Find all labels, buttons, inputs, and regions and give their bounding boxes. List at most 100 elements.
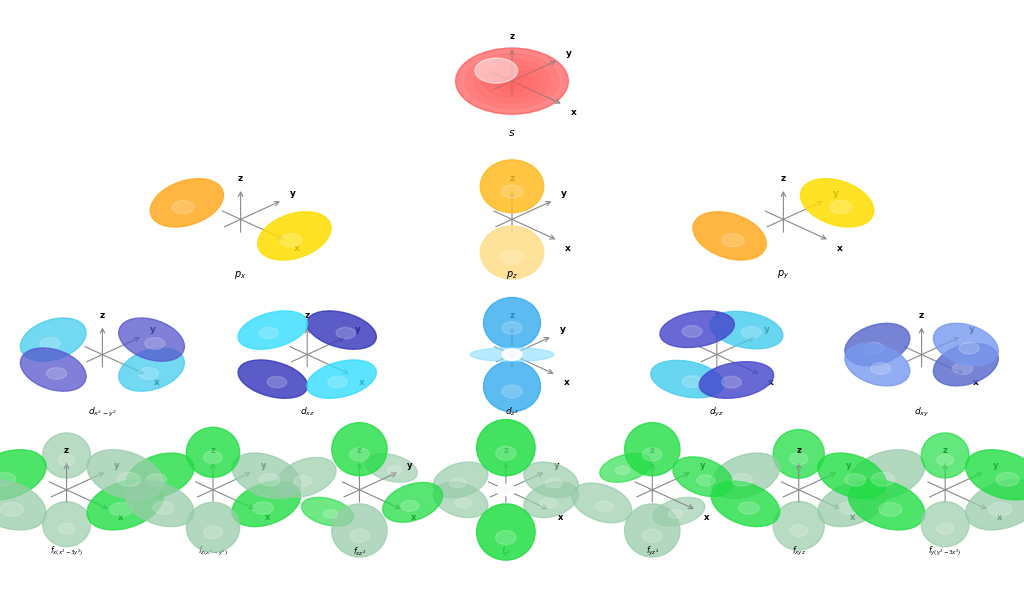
Text: z: z [357, 446, 361, 455]
Ellipse shape [307, 311, 377, 349]
Text: z: z [509, 174, 515, 183]
Ellipse shape [259, 474, 280, 486]
Text: f$_{yz^2}$: f$_{yz^2}$ [646, 545, 658, 558]
Text: d$_{z^2}$: d$_{z^2}$ [505, 406, 519, 418]
Ellipse shape [433, 482, 487, 517]
Ellipse shape [172, 201, 195, 214]
Circle shape [483, 64, 541, 97]
Ellipse shape [615, 466, 630, 474]
Ellipse shape [710, 311, 783, 349]
Ellipse shape [502, 322, 522, 334]
Ellipse shape [496, 446, 516, 460]
Ellipse shape [476, 504, 536, 560]
Text: x: x [973, 378, 979, 387]
Text: y: y [150, 325, 156, 334]
Text: x: x [768, 378, 774, 387]
Circle shape [456, 48, 568, 114]
Ellipse shape [383, 483, 442, 522]
Ellipse shape [87, 450, 163, 500]
Text: x: x [411, 513, 417, 522]
Ellipse shape [294, 475, 312, 486]
Text: z: z [65, 446, 69, 455]
Ellipse shape [144, 338, 165, 349]
Ellipse shape [712, 453, 779, 498]
Text: s: s [509, 128, 515, 138]
Ellipse shape [455, 498, 472, 508]
Text: y: y [833, 189, 839, 198]
Ellipse shape [801, 178, 873, 227]
Text: x: x [118, 513, 124, 522]
Ellipse shape [151, 178, 223, 227]
Ellipse shape [738, 502, 759, 514]
Ellipse shape [502, 385, 522, 398]
Ellipse shape [450, 478, 466, 488]
Text: d$_{yz}$: d$_{yz}$ [710, 406, 724, 419]
Ellipse shape [186, 502, 240, 552]
Text: y: y [114, 460, 120, 469]
Ellipse shape [146, 474, 167, 486]
Ellipse shape [722, 234, 744, 247]
Ellipse shape [922, 433, 969, 478]
Ellipse shape [328, 376, 347, 388]
Ellipse shape [546, 478, 562, 488]
Circle shape [497, 484, 515, 495]
Ellipse shape [524, 482, 579, 517]
Ellipse shape [540, 498, 557, 508]
Ellipse shape [324, 510, 338, 518]
Ellipse shape [870, 362, 891, 374]
Ellipse shape [238, 311, 307, 349]
Ellipse shape [659, 311, 734, 347]
Ellipse shape [433, 462, 487, 498]
Ellipse shape [922, 502, 969, 547]
Ellipse shape [336, 328, 355, 339]
Text: y: y [561, 189, 567, 198]
Text: z: z [797, 446, 801, 455]
Ellipse shape [0, 502, 24, 516]
Ellipse shape [332, 423, 387, 476]
Ellipse shape [829, 201, 852, 214]
Text: f$_{z^3}$: f$_{z^3}$ [501, 545, 511, 558]
Ellipse shape [280, 234, 302, 247]
Text: d$_{xz}$: d$_{xz}$ [300, 406, 314, 418]
Text: z: z [943, 446, 947, 455]
Text: z: z [509, 32, 515, 41]
Ellipse shape [332, 504, 387, 557]
Ellipse shape [58, 454, 75, 466]
Ellipse shape [258, 212, 331, 260]
Ellipse shape [818, 453, 886, 498]
Text: p$_x$: p$_x$ [234, 269, 247, 281]
Circle shape [474, 59, 550, 103]
Text: z: z [504, 446, 508, 455]
Text: z: z [238, 174, 244, 183]
Ellipse shape [43, 433, 90, 478]
Ellipse shape [496, 531, 516, 545]
Ellipse shape [40, 338, 60, 349]
Ellipse shape [712, 481, 779, 526]
Ellipse shape [119, 348, 184, 391]
Ellipse shape [571, 483, 632, 523]
Ellipse shape [937, 454, 953, 466]
Ellipse shape [126, 453, 194, 498]
Text: x: x [557, 513, 563, 522]
Ellipse shape [87, 480, 163, 530]
Circle shape [494, 70, 530, 92]
Text: y: y [764, 325, 770, 334]
Ellipse shape [138, 368, 159, 379]
Ellipse shape [871, 472, 894, 486]
Circle shape [465, 53, 559, 109]
Text: z: z [919, 311, 925, 320]
Ellipse shape [643, 448, 662, 461]
Ellipse shape [276, 457, 336, 497]
Ellipse shape [864, 343, 884, 354]
Text: x: x [837, 243, 843, 252]
Ellipse shape [790, 525, 808, 537]
Ellipse shape [480, 226, 544, 279]
Ellipse shape [625, 423, 680, 476]
Ellipse shape [996, 472, 1019, 486]
Ellipse shape [732, 474, 753, 486]
Ellipse shape [253, 502, 273, 514]
Text: y: y [553, 460, 559, 469]
Circle shape [503, 76, 521, 87]
Text: x: x [996, 513, 1002, 522]
Ellipse shape [722, 376, 741, 388]
